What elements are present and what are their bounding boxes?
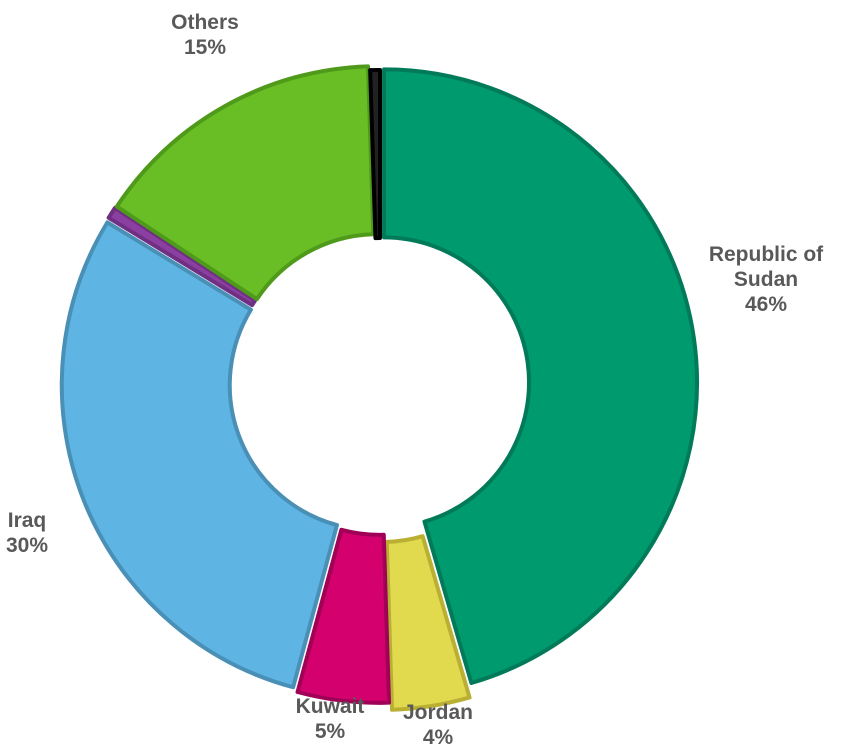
label-others: Others 15%: [171, 11, 239, 59]
segment-iraq: [59, 220, 339, 690]
segment-kuwait: [295, 527, 392, 705]
segment-republic-of-sudan: [382, 67, 699, 686]
label-kuwait: Kuwait 5%: [295, 695, 365, 743]
label-iraq: Iraq 30%: [5, 509, 49, 557]
segment-minor-4: [106, 205, 258, 308]
segment-others: [114, 64, 376, 302]
segment-minor-6: [368, 68, 382, 241]
label-jordan: Jordan 4%: [402, 701, 473, 749]
label-republic-of-sudan: Republic of Sudan 46%: [708, 243, 824, 316]
segment-jordan: [384, 534, 472, 712]
